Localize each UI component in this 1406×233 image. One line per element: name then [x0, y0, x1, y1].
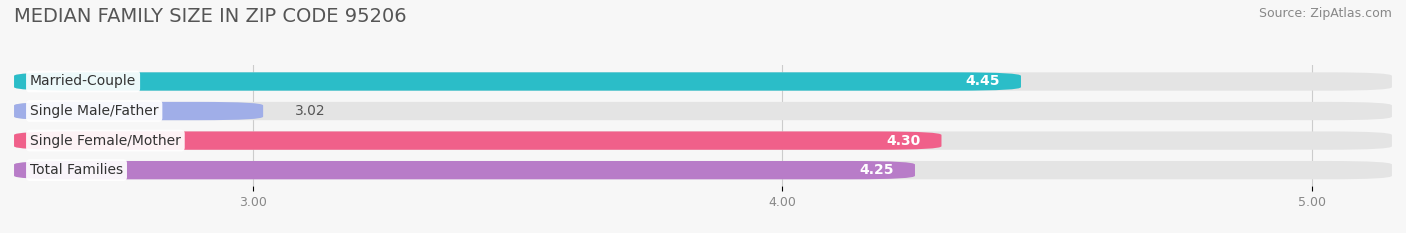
- FancyBboxPatch shape: [14, 161, 1392, 179]
- Text: Married-Couple: Married-Couple: [30, 75, 136, 89]
- Text: Single Male/Father: Single Male/Father: [30, 104, 159, 118]
- Text: 3.02: 3.02: [295, 104, 326, 118]
- Text: Source: ZipAtlas.com: Source: ZipAtlas.com: [1258, 7, 1392, 20]
- Text: Single Female/Mother: Single Female/Mother: [30, 134, 181, 147]
- Text: 4.45: 4.45: [966, 75, 1000, 89]
- FancyBboxPatch shape: [14, 161, 915, 179]
- Text: 4.30: 4.30: [886, 134, 921, 147]
- FancyBboxPatch shape: [14, 131, 942, 150]
- FancyBboxPatch shape: [14, 72, 1392, 91]
- FancyBboxPatch shape: [14, 102, 263, 120]
- Text: 4.25: 4.25: [859, 163, 894, 177]
- FancyBboxPatch shape: [14, 102, 1392, 120]
- Text: MEDIAN FAMILY SIZE IN ZIP CODE 95206: MEDIAN FAMILY SIZE IN ZIP CODE 95206: [14, 7, 406, 26]
- FancyBboxPatch shape: [14, 131, 1392, 150]
- Text: Total Families: Total Families: [30, 163, 124, 177]
- FancyBboxPatch shape: [14, 72, 1021, 91]
